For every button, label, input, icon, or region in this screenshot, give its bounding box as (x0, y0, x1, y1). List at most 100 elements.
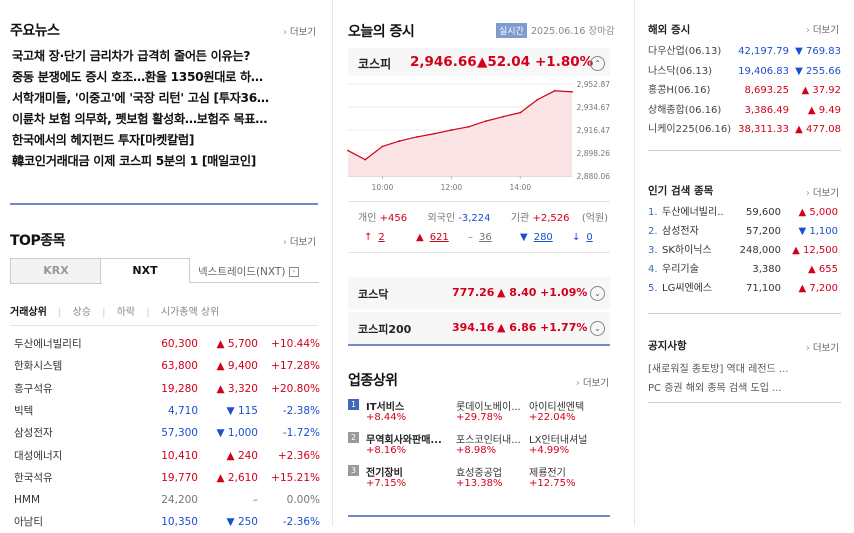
kosdaq-row[interactable] (348, 277, 610, 309)
breadth-item[interactable]: ↓ 0 (572, 232, 624, 243)
filter-marketcap[interactable]: 시가총액 상위 (160, 307, 220, 318)
world-more-link[interactable]: 더보기 (806, 22, 839, 36)
news-divider (10, 203, 318, 205)
news-item[interactable]: 중동 분쟁에도 증시 호조…환율 1350원대로 하… (12, 70, 263, 84)
stock-change: ▼ 1,100 (798, 226, 839, 237)
stock-change: ▲ 9,400 (216, 360, 258, 373)
kospi200-change: ▲ 6.86 (497, 321, 537, 334)
stock-change: ▼ 1,000 (216, 427, 258, 440)
stock-price: 248,000 (739, 245, 781, 256)
sector-item[interactable]: 2 무역회사와판매... +8.16% 포스코인터내... +8.98% LX인터내셔널 +… (348, 431, 610, 463)
kospi-value: 2,946.66 (410, 54, 477, 70)
table-row[interactable]: 홍콩H(06.16) 8,693.25 ▲ 37.92 (648, 81, 841, 100)
table-row[interactable]: 대성에너지 10,410 ▲ 240 +2.36% (10, 445, 320, 467)
filter-volume[interactable]: 거래상위 (10, 307, 47, 318)
stock-change: ▼ 115 (226, 404, 258, 417)
breadth-value: 2 (378, 232, 385, 243)
index-name: 다우산업(06.13) (648, 46, 722, 57)
kosdaq-value: 777.26 (452, 286, 495, 299)
investor-institution-label: 기관 (510, 213, 530, 224)
kospi-header (348, 48, 610, 76)
index-value: 3,386.49 (744, 104, 789, 116)
sectors-more-link[interactable]: 더보기 (576, 375, 609, 389)
news-item[interactable]: 이륜차 보험 의무화, 펫보험 활성화…보험주 목표… (12, 112, 268, 126)
sector-rank: 1 (348, 399, 359, 410)
popular-table: 1. 두산에너빌리.. 59,600 ▲ 5,000 2. 삼성전자 57,200 ▼ 1,1… (648, 203, 843, 303)
chart-point (381, 145, 384, 148)
sector-item[interactable]: 1 IT서비스 +8.44% 롯데이노베이... +29.78% 아이티센엔텍 +22.04… (348, 398, 610, 430)
chevron-down-icon[interactable]: ⌄ (590, 321, 605, 336)
chevron-down-icon[interactable]: ⌄ (590, 286, 605, 301)
top-more-link[interactable]: 더보기 (283, 234, 316, 248)
sector-name: 전기장비 (366, 468, 403, 479)
table-row[interactable]: 두산에너빌리티 60,300 ▲ 5,700 +10.44% (10, 333, 320, 355)
sector-percent: +7.15% (366, 478, 407, 489)
stock-change: ▲ 655 (808, 264, 838, 275)
sector-percent: +8.16% (366, 445, 407, 456)
table-row[interactable]: HMM 24,200 – 0.00% (10, 489, 320, 511)
table-row[interactable]: 삼성전자 57,300 ▼ 1,000 -1.72% (10, 422, 320, 444)
sector-stock-percent: +22.04% (529, 412, 576, 423)
popular-more-link[interactable]: 더보기 (806, 185, 839, 199)
table-row[interactable]: 다우산업(06.13) 42,197.79 ▼ 769.83 (648, 42, 841, 61)
list-item[interactable]: 3. SK하이닉스 248,000 ▲ 12,500 (648, 241, 838, 260)
list-item[interactable]: 1. 두산에너빌리.. 59,600 ▲ 5,000 (648, 203, 838, 222)
table-row[interactable]: 니케이225(06.16) 38,311.33 ▲ 477.08 (648, 120, 841, 139)
kospi200-row[interactable] (348, 312, 610, 344)
notice-item[interactable]: [새로워질 종토방] 역대 레전드 ... (648, 364, 789, 375)
kosdaq-label: 코스닥 (358, 288, 389, 301)
table-row[interactable]: 나스닥(06.13) 19,406.83 ▼ 255.66 (648, 62, 841, 81)
top-filters: 거래상위 | 상승 | 하락 | 시가총액 상위 (10, 303, 219, 318)
sectors-section-title: 업종상위 (348, 373, 398, 389)
list-item[interactable]: 5. LG씨엔에스 71,100 ▲ 7,200 (648, 279, 838, 298)
news-item[interactable]: 서학개미들, '이중고'에 '국장 리턴' 고심 [투자36… (12, 91, 269, 105)
breadth-item[interactable]: ▼ 280 (520, 232, 572, 243)
notice-item[interactable]: PC 증권 해외 종목 검색 도입 ... (648, 383, 782, 394)
news-more-link[interactable]: 더보기 (283, 24, 316, 38)
index-name: 홍콩H(06.16) (648, 85, 711, 96)
table-row[interactable]: 한화시스템 63,800 ▲ 9,400 +17.28% (10, 355, 320, 377)
chart-point (553, 89, 556, 92)
sectors-divider (348, 515, 610, 517)
kospi-percent: +1.80% (535, 54, 594, 70)
table-row[interactable]: 한국석유 19,770 ▲ 2,610 +15.21% (10, 467, 320, 489)
stock-price: 57,200 (746, 226, 781, 237)
chart-y-tick: 2,934.67 (577, 103, 611, 112)
breadth-symbol: – (468, 232, 473, 243)
sector-stock-percent: +13.38% (456, 478, 503, 489)
table-row[interactable]: 아남티 10,350 ▼ 250 -2.36% (10, 511, 320, 533)
notice-more-link[interactable]: 더보기 (806, 340, 839, 354)
index-name: 나스닥(06.13) (648, 65, 713, 77)
table-row[interactable]: 흥구석유 19,280 ▲ 3,320 +20.80% (10, 378, 320, 400)
chevron-up-icon[interactable]: ⌃ (590, 56, 605, 71)
kospi-change: ▲52.04 (477, 54, 531, 70)
news-item[interactable]: 국고채 장·단기 금리차가 급격히 줄어든 이유는? (12, 49, 251, 63)
sector-item[interactable]: 3 전기장비 +7.15% 효성중공업 +13.38% 제룡전기 +12.75% (348, 464, 610, 496)
table-row[interactable]: 상해종합(06.16) 3,386.49 ▲ 9.49 (648, 101, 841, 120)
breadth-item[interactable]: ▲ 621 (416, 232, 468, 243)
breadth-item[interactable]: –36 (468, 232, 520, 243)
world-divider (648, 150, 841, 151)
breadth-item[interactable]: ↑ 2 (364, 232, 416, 243)
stock-price: 10,410 (161, 449, 198, 462)
news-section-title: 주요뉴스 (10, 23, 60, 39)
chart-y-tick: 2,880.06 (577, 172, 611, 181)
chart-point (502, 115, 504, 118)
news-item[interactable]: 한국에서의 헤지펀드 투자[마켓칼럼] (12, 133, 195, 147)
tab-underline (189, 282, 319, 283)
news-item[interactable]: 韓코인거래대금 이제 코스피 5분의 1 [매일코인] (12, 154, 257, 168)
list-item[interactable]: 2. 삼성전자 57,200 ▼ 1,100 (648, 222, 838, 241)
filter-separator: | (146, 307, 150, 318)
table-row[interactable]: 빅텍 4,710 ▼ 115 -2.38% (10, 400, 320, 422)
filter-fall[interactable]: 하락 (116, 307, 136, 318)
tab-nxt[interactable]: NXT (100, 258, 190, 283)
list-item[interactable]: 4. 우리기술 3,380 ▲ 655 (648, 260, 838, 279)
tab-krx[interactable]: KRX (10, 258, 102, 284)
breadth-row: ↑ 2 ▲ 621–36 ▼ 280 ↓ 0 (364, 232, 624, 243)
filter-rise[interactable]: 상승 (72, 307, 91, 318)
nxt-link[interactable]: 넥스트레이드(NXT) › (198, 264, 299, 279)
breadth-symbol: ↑ (364, 232, 373, 243)
sector-stock-percent: +29.78% (456, 412, 503, 423)
stock-price: 24,200 (161, 494, 198, 507)
stock-percent: -2.38% (282, 404, 320, 417)
